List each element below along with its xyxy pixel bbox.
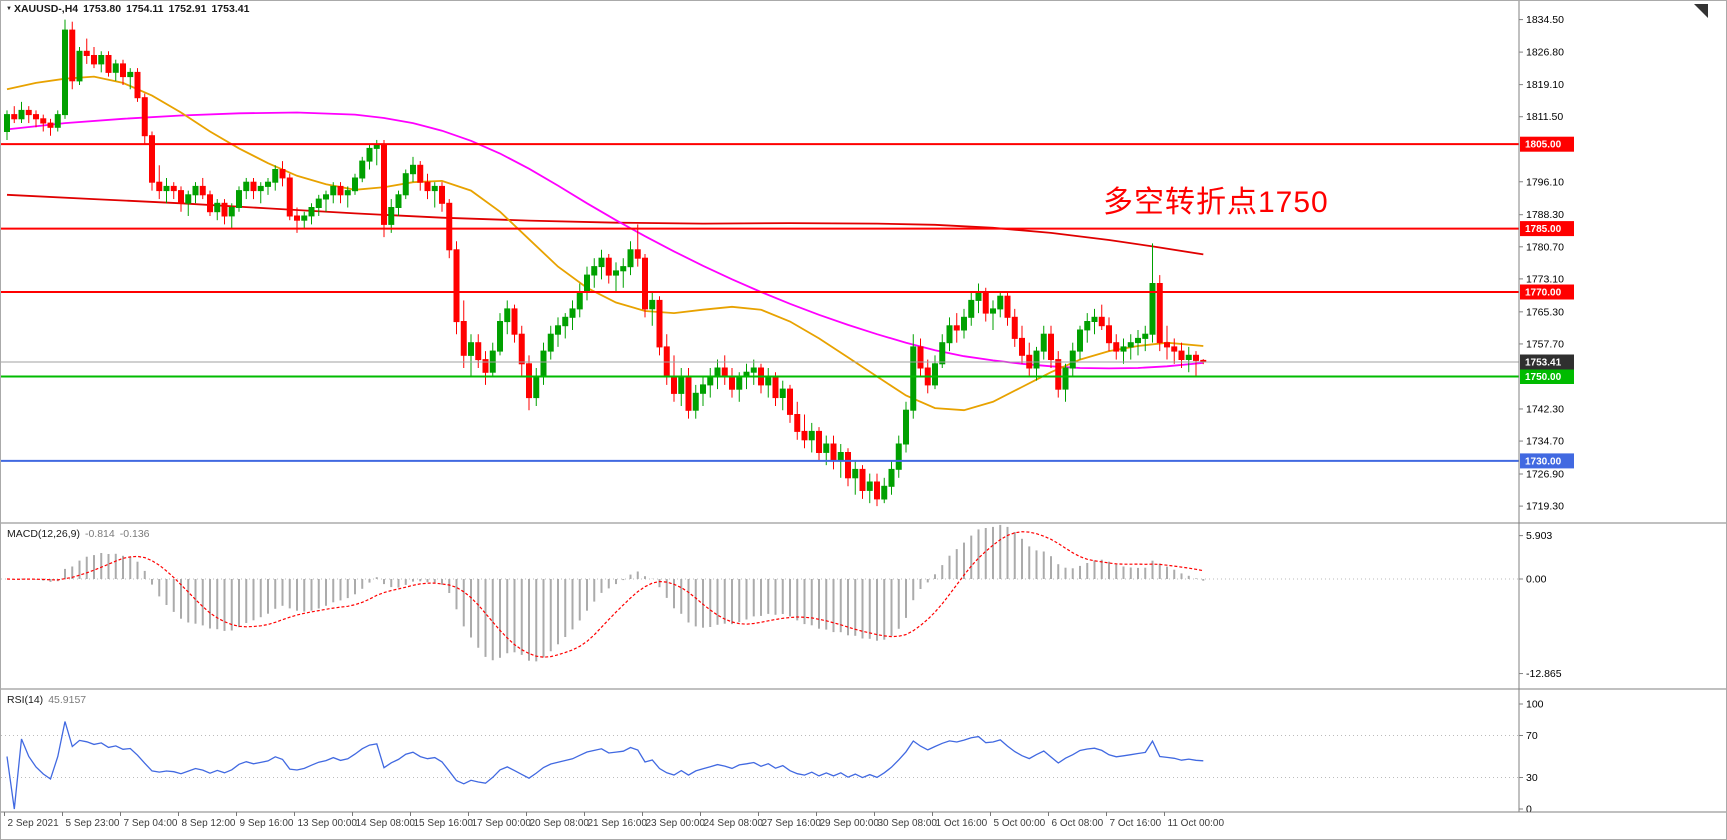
svg-text:14 Sep 08:00: 14 Sep 08:00 (356, 818, 416, 829)
svg-text:9 Sep 16:00: 9 Sep 16:00 (240, 818, 294, 829)
price-tag-1770.00 (1520, 284, 1574, 300)
rsi-panel (1, 688, 1726, 810)
svg-text:1811.50: 1811.50 (1526, 111, 1563, 123)
macd-indicator-label: MACD(12,26,9) -0.814 -0.136 (7, 528, 150, 540)
rsi-name: RSI(14) (7, 694, 44, 706)
ma-line-fast-orange (6, 75, 1204, 412)
svg-text:11 Oct 00:00: 11 Oct 00:00 (1168, 818, 1225, 829)
ohlc-low: 1752.91 (168, 3, 207, 15)
rsi-value: 45.9157 (48, 694, 87, 706)
svg-text:13 Sep 00:00: 13 Sep 00:00 (298, 818, 358, 829)
svg-text:0: 0 (1526, 804, 1532, 816)
time-scale[interactable]: 2 Sep 2021 5 Sep 23:00 7 Sep 04:00 8 Sep 12… (1, 811, 1727, 829)
svg-text:24 Sep 08:00: 24 Sep 08:00 (704, 818, 764, 829)
svg-text:7 Sep 04:00: 7 Sep 04:00 (124, 818, 178, 829)
svg-text:70: 70 (1526, 730, 1538, 742)
symbol-timeframe: XAUUSD-,H4 (13, 3, 79, 15)
macd-signal-value: -0.136 (119, 528, 150, 540)
svg-text:0.00: 0.00 (1526, 574, 1547, 586)
svg-text:30 Sep 08:00: 30 Sep 08:00 (878, 818, 938, 829)
svg-text:20 Sep 08:00: 20 Sep 08:00 (530, 818, 590, 829)
svg-text:23 Sep 00:00: 23 Sep 00:00 (646, 818, 706, 829)
svg-text:1780.70: 1780.70 (1526, 241, 1564, 253)
price-tag-1730.00 (1520, 453, 1574, 469)
rsi-line (6, 721, 1204, 810)
moving-averages-layer (6, 75, 1204, 412)
svg-text:1826.80: 1826.80 (1526, 47, 1564, 59)
svg-text:6 Oct 08:00: 6 Oct 08:00 (1052, 818, 1104, 829)
svg-text:1719.30: 1719.30 (1526, 501, 1564, 513)
svg-text:1785.00: 1785.00 (1525, 224, 1562, 235)
horizontal-level-lines[interactable] (1, 143, 1519, 462)
ohlc-open: 1753.80 (83, 3, 122, 15)
macd-histogram (6, 524, 1205, 662)
svg-text:100: 100 (1526, 699, 1544, 711)
price-tag-1805.00 (1520, 136, 1574, 152)
svg-text:1734.70: 1734.70 (1526, 436, 1564, 448)
svg-text:29 Sep 00:00: 29 Sep 00:00 (820, 818, 880, 829)
svg-text:1730.00: 1730.00 (1525, 456, 1562, 467)
autoscroll-marker (1694, 4, 1708, 18)
svg-text:1742.30: 1742.30 (1526, 403, 1564, 415)
svg-text:1805.00: 1805.00 (1525, 140, 1562, 151)
svg-text:30: 30 (1526, 772, 1538, 784)
macd-panel (1, 522, 1726, 580)
macd-main-value: -0.814 (84, 528, 115, 540)
svg-text:1765.30: 1765.30 (1526, 306, 1564, 318)
svg-text:17 Sep 00:00: 17 Sep 00:00 (472, 818, 532, 829)
symbol-dropdown-icon[interactable]: ▼ (6, 6, 12, 12)
svg-text:15 Sep 16:00: 15 Sep 16:00 (414, 818, 474, 829)
chart-header: ▼ XAUUSD-,H4 1753.80 1754.11 1752.91 1753.41 (6, 3, 254, 15)
svg-text:27 Sep 16:00: 27 Sep 16:00 (762, 818, 822, 829)
svg-text:5.903: 5.903 (1526, 530, 1552, 542)
svg-text:8 Sep 12:00: 8 Sep 12:00 (182, 818, 236, 829)
autoscroll-icon (1694, 4, 1708, 18)
ma-line-slow-red (6, 193, 1204, 256)
macd-name: MACD(12,26,9) (7, 528, 80, 540)
svg-text:7 Oct 16:00: 7 Oct 16:00 (1110, 818, 1162, 829)
svg-text:1788.30: 1788.30 (1526, 209, 1564, 221)
svg-text:2 Sep 2021: 2 Sep 2021 (8, 818, 60, 829)
candles-layer[interactable] (4, 19, 1207, 507)
rsi-indicator-label: RSI(14) 45.9157 (7, 694, 86, 706)
svg-text:1834.50: 1834.50 (1526, 14, 1564, 26)
svg-text:1753.41: 1753.41 (1525, 358, 1562, 369)
svg-text:5 Sep 23:00: 5 Sep 23:00 (66, 818, 120, 829)
macd-signal-line (6, 531, 1204, 658)
price-tag-1750.00 (1520, 369, 1574, 384)
svg-text:5 Oct 00:00: 5 Oct 00:00 (994, 818, 1046, 829)
svg-text:1796.10: 1796.10 (1526, 176, 1564, 188)
svg-text:-12.865: -12.865 (1526, 668, 1562, 680)
current-price-tag (1520, 354, 1574, 370)
ohlc-close: 1753.41 (211, 3, 250, 15)
svg-text:1819.10: 1819.10 (1526, 79, 1564, 91)
svg-text:1 Oct 16:00: 1 Oct 16:00 (936, 818, 988, 829)
price-tag-1785.00 (1520, 221, 1574, 237)
svg-text:1770.00: 1770.00 (1525, 287, 1562, 298)
svg-text:1750.00: 1750.00 (1525, 372, 1562, 383)
svg-text:1726.90: 1726.90 (1526, 469, 1564, 481)
ohlc-high: 1754.11 (126, 3, 164, 15)
annotation-text: 多空转折点1750 (1103, 186, 1329, 219)
svg-text:1757.70: 1757.70 (1526, 338, 1564, 350)
svg-text:1773.10: 1773.10 (1526, 273, 1564, 285)
ma-line-mid-magenta (6, 111, 1204, 370)
price-scale[interactable]: 1834.50 1826.80 1819.10 1811.50 1796.10 1788.… (1518, 1, 1574, 816)
svg-text:21 Sep 16:00: 21 Sep 16:00 (588, 818, 648, 829)
